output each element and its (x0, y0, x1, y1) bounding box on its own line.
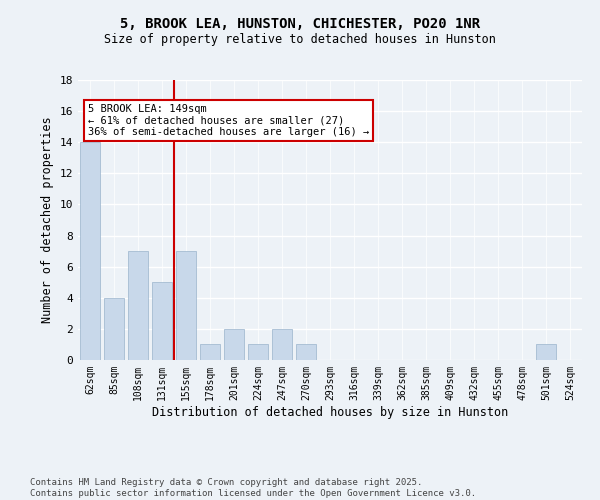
Bar (80, 142, 100, 360)
Text: 5, BROOK LEA, HUNSTON, CHICHESTER, PO20 1NR: 5, BROOK LEA, HUNSTON, CHICHESTER, PO20 … (120, 18, 480, 32)
Bar (128, 251, 148, 360)
Bar (272, 329, 292, 360)
Bar (536, 344, 556, 360)
Bar (224, 329, 244, 360)
Bar (296, 344, 316, 360)
X-axis label: Distribution of detached houses by size in Hunston: Distribution of detached houses by size … (152, 406, 508, 418)
Text: 5 BROOK LEA: 149sqm
← 61% of detached houses are smaller (27)
36% of semi-detach: 5 BROOK LEA: 149sqm ← 61% of detached ho… (88, 104, 370, 137)
Bar (104, 298, 124, 360)
Bar (200, 344, 220, 360)
Text: Size of property relative to detached houses in Hunston: Size of property relative to detached ho… (104, 32, 496, 46)
Bar (152, 282, 172, 360)
Bar (248, 344, 268, 360)
Y-axis label: Number of detached properties: Number of detached properties (41, 116, 54, 324)
Bar (176, 251, 196, 360)
Text: Contains HM Land Registry data © Crown copyright and database right 2025.
Contai: Contains HM Land Registry data © Crown c… (30, 478, 476, 498)
